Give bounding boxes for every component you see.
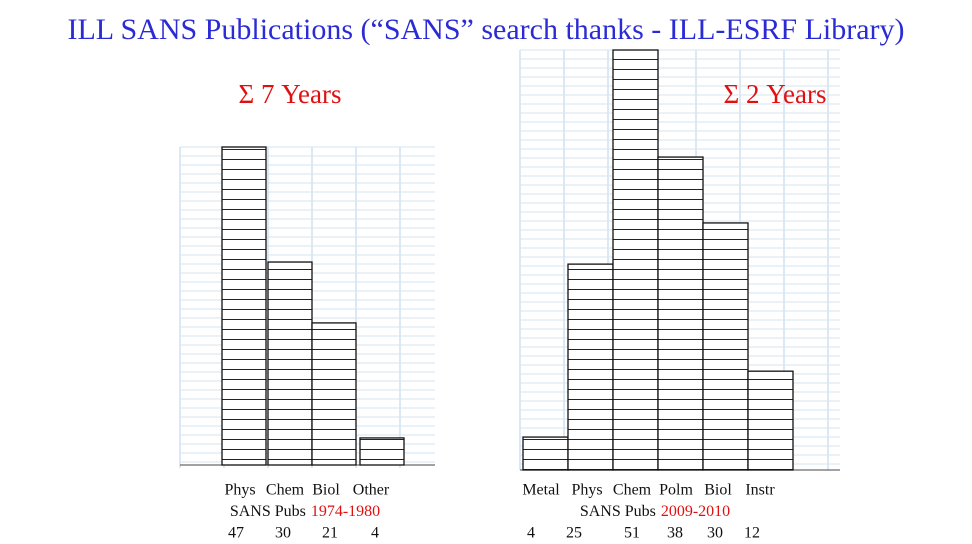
value-label: 30 <box>275 525 291 542</box>
bar <box>359 437 405 466</box>
category-label: Phys <box>224 482 255 499</box>
bar <box>522 436 569 471</box>
bar <box>267 261 313 466</box>
caption: SANS Pubs 2009-2010 <box>580 503 730 520</box>
value-label: 4 <box>371 525 379 542</box>
bar <box>612 49 659 471</box>
caption-text: SANS Pubs <box>580 503 656 520</box>
value-label: 4 <box>527 525 535 542</box>
category-label: Chem <box>266 482 305 499</box>
caption-period: 1974-1980 <box>311 503 380 520</box>
value-label: 12 <box>744 525 760 542</box>
category-label: Instr <box>745 482 775 499</box>
bar <box>311 322 357 466</box>
slide-title: ILL SANS Publications (“SANS” search tha… <box>67 13 904 46</box>
caption-text: SANS Pubs <box>230 503 306 520</box>
bar <box>747 370 794 471</box>
category-label: Phys <box>571 482 602 499</box>
category-label: Other <box>353 482 390 499</box>
bar <box>657 156 704 471</box>
value-label: 38 <box>667 525 683 542</box>
bar <box>702 222 749 471</box>
value-label: 21 <box>322 525 338 542</box>
caption-period: 2009-2010 <box>661 503 730 520</box>
value-label: 47 <box>228 525 244 542</box>
bar <box>221 146 267 466</box>
value-label: 25 <box>566 525 582 542</box>
chart-title: Σ 7 Years <box>239 79 342 109</box>
value-label: 30 <box>707 525 723 542</box>
category-label: Metal <box>522 482 560 499</box>
caption: SANS Pubs 1974-1980 <box>230 503 380 520</box>
bar <box>567 263 614 471</box>
category-label: Chem <box>613 482 652 499</box>
category-label: Biol <box>312 482 340 499</box>
chart-title: Σ 2 Years <box>724 79 827 109</box>
value-label: 51 <box>624 525 640 542</box>
category-label: Polm <box>659 482 693 499</box>
category-label: Biol <box>704 482 732 499</box>
